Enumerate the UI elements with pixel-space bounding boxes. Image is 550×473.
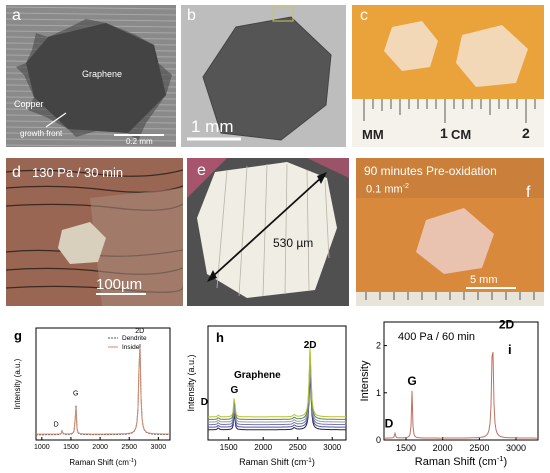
peak-label: G — [407, 374, 416, 388]
ruler-two-label: 2 — [522, 125, 530, 141]
optical-image-graphics — [187, 158, 349, 306]
x-tick-label: 1500 — [220, 443, 238, 452]
density-exponent: -2 — [402, 183, 409, 190]
peak-label: G — [73, 391, 78, 398]
peak-label: D — [385, 416, 394, 430]
legend-label: Dendrite — [122, 335, 147, 342]
peak-label: 2D — [135, 328, 144, 335]
y-axis-label: Intensity — [359, 360, 371, 401]
pre-oxidation-label: 90 minutes Pre-oxidation — [364, 164, 497, 178]
panel-b-optical-image: b 1 mm — [181, 5, 346, 147]
panel-f-letter: f — [526, 184, 531, 201]
x-tick-label: 2000 — [92, 444, 108, 451]
ruler-cm-label: CM — [451, 127, 472, 142]
optical-image-graphics — [181, 5, 346, 147]
spectrum-line — [208, 345, 346, 418]
plot-frame — [35, 327, 171, 441]
x-tick-label: 3000 — [151, 444, 167, 451]
chart-title: 400 Pa / 60 min — [398, 331, 475, 343]
y-tick-label: 0 — [376, 435, 381, 445]
panel-c-letter: c — [360, 7, 368, 24]
scale-bar-label: 5 mm — [470, 274, 498, 286]
size-arrow — [210, 175, 324, 279]
peak-label: G — [230, 385, 238, 396]
graphene-flake — [58, 222, 106, 264]
ruler-one-label: 1 — [440, 125, 448, 141]
peak-label: 2D — [499, 318, 515, 331]
peak-label: D — [54, 421, 59, 428]
chart-title: Graphene — [234, 370, 281, 381]
x-tick-label: 1500 — [396, 443, 416, 453]
y-tick-label: 2 — [376, 341, 381, 351]
spectrum-line — [208, 362, 346, 426]
panel-d-optical-image: d 130 Pa / 30 min 100µm — [6, 158, 183, 306]
x-tick-label: 2500 — [121, 444, 137, 451]
y-axis-label: Intensity (a.u.) — [186, 354, 196, 411]
x-axis-label: Raman Shift (cm-1) — [415, 454, 507, 469]
plot-frame — [383, 321, 539, 441]
x-tick-label: 2000 — [254, 443, 272, 452]
photo-graphics — [356, 158, 544, 306]
copper-label: Copper — [14, 99, 44, 109]
graphene-crystal — [416, 208, 494, 274]
photo-graphics — [352, 5, 544, 147]
y-axis-label: Intensity (a.u.) — [13, 358, 22, 409]
growth-front-label: growth front — [20, 129, 63, 138]
size-label: 530 µm — [273, 236, 314, 250]
panel-e-letter: e — [197, 162, 206, 179]
panel-f-photo: 90 minutes Pre-oxidation 0.1 mm-2 f 5 mm — [356, 158, 544, 306]
hexagonal-graphene-crystal — [202, 16, 332, 141]
x-tick-label: 2000 — [433, 443, 453, 453]
panel-a-sem-image: a Graphene Copper growth front 0.2 mm — [6, 5, 176, 147]
x-axis-label: Raman Shift (cm-1) — [239, 457, 315, 468]
panel-b-letter: b — [187, 7, 196, 24]
panel-letter: i — [508, 342, 512, 357]
x-tick-label: 2500 — [469, 443, 489, 453]
panel-i-raman-chart: 1500 2000 2500 3000 Raman Shift (cm-1) Intens… — [358, 318, 544, 468]
spectrum-line — [208, 368, 346, 428]
spectrum-line — [384, 351, 538, 439]
flake-left — [384, 21, 438, 71]
nucleation-density-label: 0.1 mm-2 — [366, 183, 409, 196]
x-tick-label: 2500 — [289, 443, 307, 452]
panel-a-letter: a — [12, 7, 21, 24]
panel-letter: h — [216, 330, 224, 345]
spectrum-line — [208, 357, 346, 423]
scale-bar-label: 1 mm — [191, 117, 234, 136]
optical-image-graphics — [6, 158, 183, 306]
flake-right — [456, 25, 528, 87]
x-axis-label: Raman Shift (cm-1) — [69, 458, 137, 467]
spectrum-line — [208, 373, 346, 431]
panel-letter: g — [14, 328, 22, 343]
density-value: 0.1 mm — [366, 183, 403, 196]
chart-svg: 1500 2000 2500 3000 Raman Shift (cm-1) Intens… — [186, 325, 347, 468]
panel-d-letter: d — [12, 164, 21, 181]
plot-frame — [207, 325, 347, 441]
ruler-mm-label: MM — [362, 127, 384, 142]
x-tick-label: 3000 — [323, 443, 341, 452]
chart-svg: 1000 1500 2000 2500 3000 Raman Shift (cm-1) In… — [13, 327, 171, 467]
peak-label: 2D — [304, 340, 317, 351]
panel-g-raman-chart: 1000 1500 2000 2500 3000 Raman Shift (cm-1) In… — [6, 318, 176, 468]
panel-e-optical-image: e 530 µm — [187, 158, 349, 306]
sem-image-graphics — [6, 5, 176, 147]
x-tick-label: 3000 — [506, 443, 526, 453]
x-tick-label: 1500 — [63, 444, 79, 451]
series-line-inside — [36, 347, 170, 435]
x-tick-label: 1000 — [34, 444, 50, 451]
scale-bar-label: 100µm — [96, 276, 143, 293]
peak-label: D — [201, 397, 208, 408]
growth-condition-label: 130 Pa / 30 min — [32, 165, 124, 180]
spectrum-line — [208, 351, 346, 420]
graphene-label: Graphene — [82, 69, 123, 79]
y-tick-label: 1 — [376, 388, 381, 398]
panel-c-photo: c MM 1 CM 2 — [352, 5, 544, 147]
scale-bar-label: 0.2 mm — [126, 137, 153, 146]
legend-label: Inside — [122, 344, 140, 351]
panel-h-raman-chart: 1500 2000 2500 3000 Raman Shift (cm-1) Intens… — [182, 318, 352, 468]
